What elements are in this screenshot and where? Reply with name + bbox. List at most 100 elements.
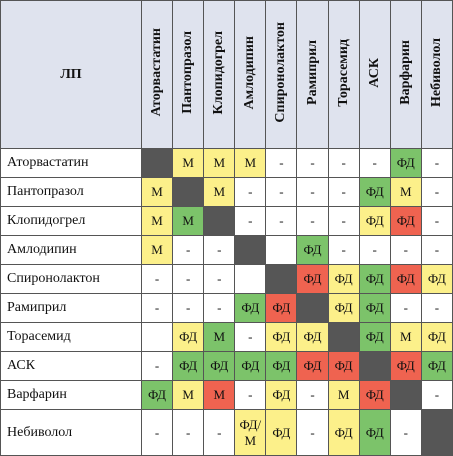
interaction-cell: -: [296, 380, 329, 410]
column-header-text: Клопидогрел: [211, 30, 227, 115]
row-label: Рамиприл: [0, 293, 142, 323]
interaction-cell: -: [389, 293, 422, 323]
interaction-cell: ФД: [265, 322, 298, 352]
table-body: Аторвастатин М М М - - - - ФД - Пантопразол М М - - - - Ф…: [0, 148, 453, 456]
interaction-cell: М: [389, 322, 422, 352]
interaction-cell: [265, 235, 298, 265]
interaction-cell: -: [172, 264, 205, 294]
column-header: Спиронолактон: [265, 0, 298, 149]
interaction-cell: [296, 293, 329, 323]
interaction-cell: -: [389, 409, 422, 456]
interaction-cell: -: [327, 206, 360, 236]
interaction-cell: [265, 264, 298, 294]
row-label: АСК: [0, 351, 142, 381]
interaction-cell: -: [420, 148, 453, 178]
interaction-cell: ФД: [327, 351, 360, 381]
interaction-cell: ФД: [327, 264, 360, 294]
table-row: Спиронолактон - - - ФД ФД ФД ФД ФД: [0, 264, 453, 294]
interaction-cell: ФД: [358, 409, 391, 456]
interaction-cell: ФД: [389, 351, 422, 381]
column-header-text: Аторвастатин: [149, 28, 165, 117]
table-row: Рамиприл - - - ФД ФД ФД ФД - -: [0, 293, 453, 323]
column-header: Аторвастатин: [140, 0, 174, 149]
row-label: Пантопразол: [0, 177, 142, 207]
table-row: Торасемид ФД М - ФД ФД ФД М ФД: [0, 322, 453, 352]
interaction-cell: ФД: [420, 351, 453, 381]
interaction-cell: М: [140, 177, 174, 207]
interaction-cell: -: [265, 177, 298, 207]
interaction-cell: -: [420, 380, 453, 410]
table-row: Небиволол - - - ФД/М ФД - ФД ФД -: [0, 409, 453, 456]
interaction-cell: -: [327, 235, 360, 265]
interaction-cell: [203, 206, 236, 236]
interaction-cell: ФД: [265, 293, 298, 323]
interaction-cell: М: [389, 177, 422, 207]
interaction-cell: ФД: [389, 264, 422, 294]
interaction-cell: ФД: [172, 351, 205, 381]
interaction-cell: -: [234, 206, 267, 236]
table-row: Варфарин ФД М М - ФД - М ФД -: [0, 380, 453, 410]
interaction-cell: ФД: [203, 351, 236, 381]
interaction-cell: -: [140, 409, 174, 456]
interaction-cell: ФД: [296, 264, 329, 294]
interaction-cell: -: [327, 148, 360, 178]
interaction-cell: -: [420, 177, 453, 207]
interaction-cell: ФД: [358, 177, 391, 207]
interaction-cell: [389, 380, 422, 410]
interaction-cell: -: [140, 351, 174, 381]
column-header-text: Небиволол: [428, 38, 444, 107]
interaction-cell: -: [389, 235, 422, 265]
interaction-cell: М: [172, 148, 205, 178]
interaction-cell: -: [265, 206, 298, 236]
interaction-cell: ФД: [327, 409, 360, 456]
interaction-cell: -: [140, 264, 174, 294]
interaction-cell: ФД: [234, 293, 267, 323]
interaction-cell: ФД: [265, 351, 298, 381]
interaction-cell: -: [203, 293, 236, 323]
column-header: Амлодипин: [234, 0, 267, 149]
row-label: Аторвастатин: [0, 148, 142, 178]
row-label: Торасемид: [0, 322, 142, 352]
table-row: Амлодипин М - - ФД - - - -: [0, 235, 453, 265]
interaction-cell: -: [203, 235, 236, 265]
table-row: Аторвастатин М М М - - - - ФД -: [0, 148, 453, 178]
interaction-cell: М: [172, 206, 205, 236]
corner-header: ЛП: [0, 0, 142, 149]
column-header-text: Амлодипин: [242, 35, 258, 110]
header-row: ЛП Аторвастатин Пантопразол Клопидогрел Амл…: [0, 0, 453, 149]
interaction-cell: -: [203, 264, 236, 294]
interaction-cell: -: [358, 148, 391, 178]
interaction-cell: -: [296, 148, 329, 178]
interaction-cell: ФД/М: [234, 409, 267, 456]
interaction-cell: ФД: [389, 148, 422, 178]
interaction-cell: ФД: [327, 293, 360, 323]
interaction-cell: -: [420, 235, 453, 265]
interaction-cell: -: [420, 206, 453, 236]
column-header-text: Варфарин: [397, 40, 413, 105]
interaction-cell: -: [296, 206, 329, 236]
interaction-cell: -: [172, 235, 205, 265]
interaction-cell: ФД: [140, 380, 174, 410]
column-header-text: Пантопразол: [180, 31, 196, 114]
interaction-cell: ФД: [358, 293, 391, 323]
interaction-cell: [234, 235, 267, 265]
interaction-cell: -: [296, 409, 329, 456]
row-label: Небиволол: [0, 409, 142, 456]
interaction-cell: М: [203, 148, 236, 178]
interaction-cell: -: [296, 177, 329, 207]
column-header: Варфарин: [389, 0, 422, 149]
column-header: Клопидогрел: [203, 0, 236, 149]
row-label: Амлодипин: [0, 235, 142, 265]
interaction-cell: -: [234, 322, 267, 352]
table-row: Пантопразол М М - - - - ФД М -: [0, 177, 453, 207]
interaction-cell: [327, 322, 360, 352]
interaction-cell: [420, 409, 453, 456]
interaction-cell: ФД: [389, 206, 422, 236]
interaction-cell: -: [234, 177, 267, 207]
interaction-cell: М: [172, 380, 205, 410]
column-header-text: Рамиприл: [304, 40, 320, 105]
interaction-cell: М: [140, 235, 174, 265]
column-header: Пантопразол: [172, 0, 205, 149]
interaction-cell: -: [234, 380, 267, 410]
interaction-cell: -: [420, 293, 453, 323]
